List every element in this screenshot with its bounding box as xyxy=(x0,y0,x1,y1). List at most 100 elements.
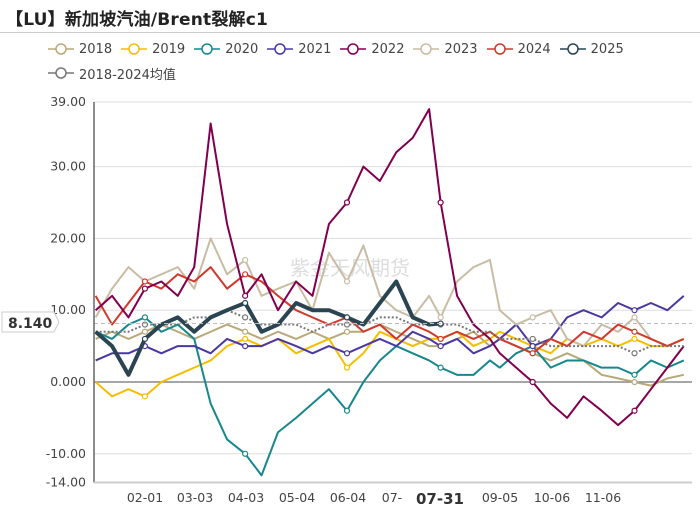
data-point-2018 xyxy=(242,328,249,335)
legend-item-2023[interactable]: 2023 xyxy=(413,37,478,61)
data-point-2024 xyxy=(242,271,249,278)
y-tick-label: -10.00 xyxy=(46,446,86,461)
data-point-2022 xyxy=(631,407,638,414)
data-point-2025 xyxy=(343,314,351,321)
data-point-2024 xyxy=(529,350,536,357)
legend-item-2020[interactable]: 2020 xyxy=(194,37,258,61)
legend-label: 2025 xyxy=(590,41,624,57)
legend-item-2024[interactable]: 2024 xyxy=(486,37,551,61)
data-point-2020 xyxy=(242,450,249,457)
legend-marker-icon xyxy=(267,43,294,55)
y-tick-label: 39.00 xyxy=(50,94,86,109)
legend-label: 2018-2024均值 xyxy=(79,67,176,83)
legend-marker-icon xyxy=(121,43,148,55)
legend: 2018 2019 2020 2021 2022 2023 2024 2025 2018-202… xyxy=(48,37,698,85)
crosshair-y-label: 8.140 xyxy=(1,311,60,333)
series-group xyxy=(94,108,692,477)
data-point-2022 xyxy=(141,285,149,292)
y-tick-label: 20.00 xyxy=(50,230,86,245)
legend-item-2025[interactable]: 2025 xyxy=(559,37,624,61)
data-point-2018 xyxy=(141,328,149,335)
legend-item-2022[interactable]: 2022 xyxy=(340,37,404,61)
legend-label: 2018 xyxy=(79,41,113,57)
data-point-2025 xyxy=(242,299,249,307)
data-point-2019 xyxy=(141,393,149,400)
legend-marker-icon xyxy=(413,43,440,55)
data-point-2024 xyxy=(631,328,638,335)
series-line-2018-2024均值 xyxy=(95,309,684,355)
x-tick-label: 02-01 xyxy=(127,490,163,505)
y-tick-label: 30.00 xyxy=(50,159,86,174)
data-point-2018 xyxy=(631,378,638,386)
data-point-2023 xyxy=(242,256,249,264)
data-point-2024 xyxy=(141,278,149,285)
data-point-2022 xyxy=(529,378,536,386)
legend-label: 2020 xyxy=(225,41,259,57)
series-line-2022 xyxy=(94,108,685,427)
data-point-2021 xyxy=(437,343,444,350)
data-point-2021 xyxy=(529,343,536,350)
legend-label: 2023 xyxy=(444,41,478,57)
axes: 39.00 30.00 20.00 10.00 0.000 -10.00 -14.00 02-… xyxy=(46,94,692,508)
data-point-2022 xyxy=(242,292,249,299)
legend-marker-icon xyxy=(48,67,74,79)
data-point-2022 xyxy=(437,199,444,206)
y-tick-label: -14.00 xyxy=(46,475,86,490)
data-point-2018-2024均值 xyxy=(529,335,536,343)
data-point-2020 xyxy=(141,314,149,321)
data-point-2020 xyxy=(437,364,444,371)
x-tick-label: 05-04 xyxy=(279,490,315,505)
data-point-2018-2024均值 xyxy=(631,350,638,357)
legend-label: 2024 xyxy=(517,41,551,57)
data-point-2021 xyxy=(242,343,249,350)
data-point-2023 xyxy=(529,314,536,321)
series-line-2021 xyxy=(95,295,685,362)
x-tick-label: 10-06 xyxy=(534,490,570,505)
x-tick-label: 06-04 xyxy=(330,490,366,505)
title-divider xyxy=(0,32,700,33)
x-tick-label: 11-06 xyxy=(585,490,621,505)
legend-marker-icon xyxy=(486,43,513,55)
series-line-2024 xyxy=(94,266,685,355)
series-line-2023 xyxy=(94,237,685,348)
data-point-2020 xyxy=(631,371,638,378)
x-tick-label: 04-03 xyxy=(228,490,264,505)
x-tick-label: 07-31 xyxy=(416,490,464,508)
x-tick-label: 07- xyxy=(382,490,402,505)
data-point-2021 xyxy=(631,307,638,314)
legend-item-2021[interactable]: 2021 xyxy=(267,37,331,61)
data-point-2018-2024均值 xyxy=(343,321,351,328)
legend-marker-icon xyxy=(559,43,586,55)
legend-marker-icon xyxy=(48,43,74,55)
y-tick-label: 0.000 xyxy=(50,374,86,389)
data-point-2019 xyxy=(343,364,351,371)
y-tick-label: 10.00 xyxy=(50,302,86,317)
data-point-2018-2024均值 xyxy=(242,314,249,321)
data-point-2021 xyxy=(343,350,351,357)
legend-label: 2021 xyxy=(298,41,332,57)
chart-title: 【LU】新加坡汽油/Brent裂解c1 xyxy=(6,10,269,30)
crosshair-value: 8.140 xyxy=(8,316,53,332)
data-point-2020 xyxy=(343,407,351,414)
legend-item-2019[interactable]: 2019 xyxy=(121,37,185,61)
x-tick-label: 03-03 xyxy=(177,490,213,505)
legend-item-2018-2024均值[interactable]: 2018-2024均值 xyxy=(48,61,176,85)
x-tick-label: 09-05 xyxy=(482,490,518,505)
data-point-2019 xyxy=(631,335,638,343)
legend-marker-icon xyxy=(194,43,221,55)
legend-label: 2022 xyxy=(371,41,405,57)
data-point-2023 xyxy=(437,314,444,321)
data-point-2022 xyxy=(343,199,351,206)
series-line-2025 xyxy=(94,279,441,377)
series-line-2019 xyxy=(94,330,685,398)
data-point-2023 xyxy=(343,278,351,285)
legend-item-2018[interactable]: 2018 xyxy=(48,37,112,61)
legend-marker-icon xyxy=(340,43,367,55)
data-point-2025 xyxy=(141,335,149,343)
data-point-2023 xyxy=(631,314,638,321)
data-point-2024 xyxy=(437,335,444,343)
data-point-2019 xyxy=(242,335,249,343)
data-point-2018-2024均值 xyxy=(141,321,149,328)
legend-label: 2019 xyxy=(152,41,186,57)
